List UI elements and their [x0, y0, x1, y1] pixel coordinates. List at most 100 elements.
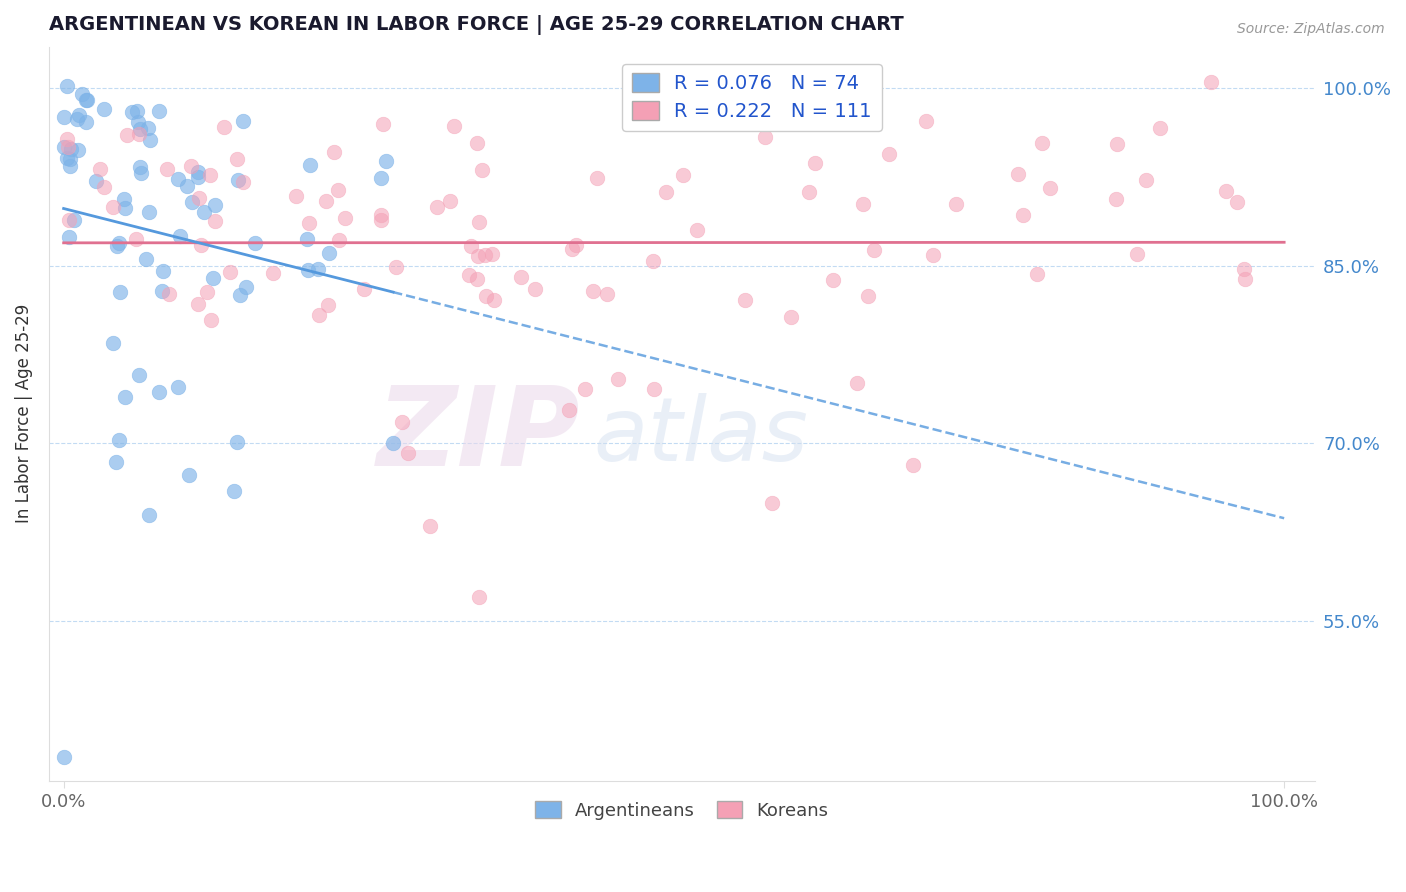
Point [114, 390, 136, 404]
Point [112, 192, 135, 206]
Point [322, 145, 344, 160]
Point [821, 273, 844, 287]
Point [121, 104, 143, 119]
Point [1125, 247, 1147, 261]
Point [125, 232, 148, 246]
Point [391, 415, 413, 429]
Point [245, 236, 267, 251]
Point [127, 115, 149, 129]
Point [70, 87, 93, 101]
Point [219, 265, 242, 279]
Point [107, 433, 129, 447]
Point [458, 268, 481, 282]
Point [467, 591, 489, 605]
Point [370, 213, 392, 227]
Point [187, 296, 209, 310]
Point [1007, 167, 1029, 181]
Point [89, 161, 111, 176]
Point [295, 232, 318, 246]
Point [297, 263, 319, 277]
Point [734, 293, 756, 307]
Point [1105, 136, 1128, 151]
Point [204, 213, 226, 227]
Point [299, 158, 322, 172]
Point [150, 284, 173, 298]
Point [1011, 208, 1033, 222]
Point [1233, 261, 1256, 276]
Point [56, 140, 79, 154]
Point [797, 185, 820, 199]
Point [56, 151, 79, 165]
Point [856, 289, 879, 303]
Text: ARGENTINEAN VS KOREAN IN LABOR FORCE | AGE 25-29 CORRELATION CHART: ARGENTINEAN VS KOREAN IN LABOR FORCE | A… [49, 15, 904, 35]
Point [326, 183, 349, 197]
Point [62, 212, 84, 227]
Point [138, 204, 160, 219]
Point [596, 286, 619, 301]
Legend: Argentineans, Koreans: Argentineans, Koreans [529, 794, 835, 827]
Point [371, 117, 394, 131]
Point [914, 114, 936, 128]
Point [58, 230, 80, 244]
Point [523, 282, 546, 296]
Point [780, 310, 803, 325]
Point [335, 211, 357, 225]
Text: ZIP: ZIP [377, 383, 581, 490]
Point [754, 130, 776, 145]
Point [188, 191, 211, 205]
Point [129, 161, 152, 175]
Point [105, 238, 128, 252]
Point [187, 165, 209, 179]
Point [1025, 267, 1047, 281]
Point [308, 308, 330, 322]
Point [945, 197, 967, 211]
Point [52, 750, 75, 764]
Point [76, 93, 98, 107]
Point [128, 368, 150, 382]
Point [93, 179, 115, 194]
Point [195, 285, 218, 299]
Point [138, 120, 160, 135]
Point [181, 195, 204, 210]
Point [176, 179, 198, 194]
Point [557, 402, 579, 417]
Point [84, 174, 107, 188]
Point [157, 287, 180, 301]
Point [180, 159, 202, 173]
Point [460, 239, 482, 253]
Point [56, 132, 79, 146]
Point [193, 205, 215, 219]
Point [101, 335, 124, 350]
Point [643, 382, 665, 396]
Point [574, 382, 596, 396]
Point [474, 248, 496, 262]
Point [59, 160, 82, 174]
Point [225, 152, 247, 166]
Point [315, 194, 337, 208]
Point [374, 153, 396, 168]
Point [922, 248, 945, 262]
Text: atlas: atlas [593, 392, 808, 479]
Point [225, 434, 247, 449]
Point [56, 79, 79, 94]
Point [226, 173, 249, 187]
Point [901, 458, 924, 472]
Point [484, 293, 506, 308]
Point [156, 161, 179, 176]
Point [138, 508, 160, 522]
Point [655, 185, 678, 199]
Point [585, 171, 607, 186]
Point [67, 108, 90, 122]
Point [607, 372, 630, 386]
Point [190, 238, 212, 252]
Point [212, 120, 235, 135]
Point [465, 272, 488, 286]
Point [285, 189, 308, 203]
Point [128, 121, 150, 136]
Point [166, 380, 188, 394]
Point [475, 289, 498, 303]
Point [117, 128, 139, 142]
Point [75, 115, 97, 129]
Point [75, 93, 97, 107]
Point [439, 194, 461, 209]
